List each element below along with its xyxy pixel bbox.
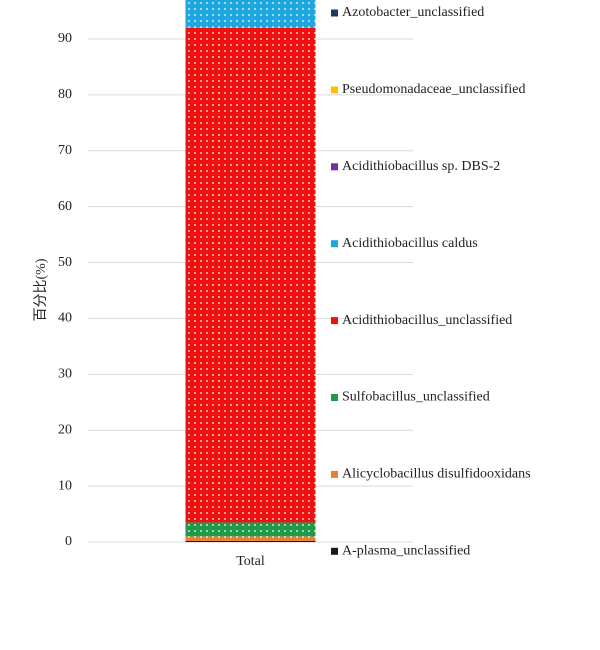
legend-label: Acidithiobacillus sp. DBS-2 (342, 159, 500, 174)
y-tick-label: 20 (58, 422, 72, 437)
bar-segment (185, 27, 316, 523)
bar-segment (185, 522, 316, 537)
legend-label: Azotobacter_unclassified (342, 5, 484, 20)
y-tick-label: 40 (58, 311, 72, 326)
legend-marker (331, 9, 338, 17)
legend-marker (331, 470, 338, 478)
x-tick-label: Total (236, 554, 265, 569)
legend-marker (331, 547, 338, 555)
legend-marker (331, 317, 338, 325)
bar-segment (185, 0, 316, 28)
legend-label: Acidithiobacillus caldus (342, 236, 478, 251)
y-axis-label: 百分比(%) (33, 258, 49, 321)
y-tick-label: 70 (58, 143, 72, 158)
y-tick-label: 80 (58, 87, 72, 102)
y-tick-label: 60 (58, 199, 72, 214)
legend-marker (331, 86, 338, 94)
legend-label: A-plasma_unclassified (342, 544, 470, 559)
legend-label: Alicyclobacillus disulfidooxidans (342, 467, 531, 482)
legend-marker (331, 240, 338, 248)
legend-marker (331, 394, 338, 401)
legend-marker (331, 163, 338, 171)
y-tick-label: 90 (58, 31, 72, 46)
plot-area (185, 0, 316, 542)
y-tick-label: 30 (58, 367, 72, 382)
bar-segment (185, 536, 316, 541)
y-tick-label: 0 (65, 534, 72, 549)
legend-label: Pseudomonadaceae_unclassified (342, 82, 526, 97)
y-tick-label: 10 (58, 478, 72, 493)
legend-label: Acidithiobacillus_unclassified (342, 313, 512, 328)
bar-segment (185, 540, 316, 542)
y-tick-label: 50 (58, 255, 72, 270)
legend-label: Sulfobacillus_unclassified (342, 390, 490, 405)
